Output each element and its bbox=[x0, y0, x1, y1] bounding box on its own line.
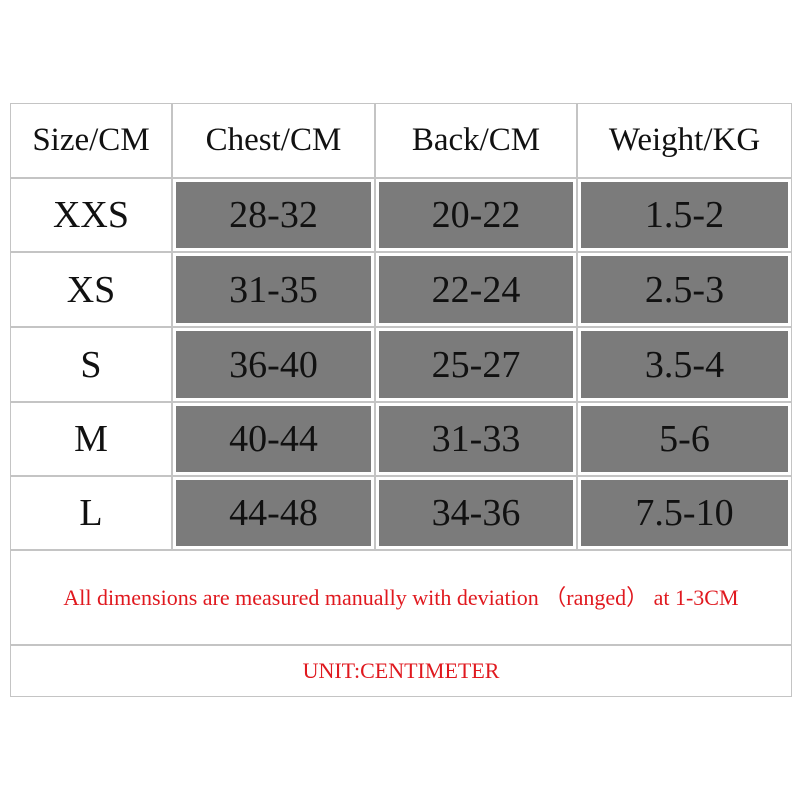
cell-shade bbox=[379, 480, 573, 546]
header-cell: Weight/KG bbox=[577, 103, 792, 178]
value-cell-text: 3.5-4 bbox=[644, 343, 725, 386]
value-cell-text: 34-36 bbox=[431, 492, 521, 534]
header-cell: Chest/CM bbox=[172, 103, 375, 178]
size-cell: L bbox=[10, 476, 172, 550]
note-cell: All dimensions are measured manually wit… bbox=[10, 550, 792, 645]
header-cell-text: Chest/CM bbox=[205, 122, 342, 158]
value-cell: 2.5-3 bbox=[577, 252, 792, 327]
cell-shade bbox=[176, 406, 371, 472]
cell-shade bbox=[379, 256, 573, 323]
size-cell: XS bbox=[10, 252, 172, 327]
cell-shade bbox=[176, 182, 371, 248]
value-cell-text: 40-44 bbox=[229, 418, 318, 460]
cell-shade bbox=[581, 406, 788, 472]
value-cell-text: 20-22 bbox=[431, 194, 521, 236]
cell-shade bbox=[379, 182, 573, 248]
value-cell-text: 25-27 bbox=[431, 343, 521, 386]
size-cell: XXS bbox=[10, 178, 172, 252]
value-cell: 28-32 bbox=[172, 178, 375, 252]
cell-shade bbox=[379, 331, 573, 398]
value-cell: 5-6 bbox=[577, 402, 792, 476]
cell-shade bbox=[379, 406, 573, 472]
header-cell-text: Size/CM bbox=[32, 122, 150, 158]
cell-shade bbox=[581, 331, 788, 398]
value-cell: 36-40 bbox=[172, 327, 375, 402]
value-cell: 22-24 bbox=[375, 252, 577, 327]
value-cell-text: 7.5-10 bbox=[635, 492, 734, 534]
value-cell-text: 28-32 bbox=[229, 194, 318, 236]
size-cell-text: S bbox=[80, 343, 102, 386]
value-cell: 31-33 bbox=[375, 402, 577, 476]
size-cell: M bbox=[10, 402, 172, 476]
value-cell-text: 1.5-2 bbox=[644, 194, 725, 236]
size-cell: S bbox=[10, 327, 172, 402]
value-cell: 25-27 bbox=[375, 327, 577, 402]
cell-shade bbox=[176, 256, 371, 323]
value-cell: 40-44 bbox=[172, 402, 375, 476]
value-cell-text: 44-48 bbox=[229, 492, 318, 534]
value-cell-text: 31-33 bbox=[431, 418, 521, 460]
value-cell: 31-35 bbox=[172, 252, 375, 327]
cell-shade bbox=[176, 331, 371, 398]
unit-cell: UNIT:CENTIMETER bbox=[10, 645, 792, 697]
size-cell-text: XXS bbox=[52, 194, 130, 236]
cell-shade bbox=[581, 182, 788, 248]
value-cell: 44-48 bbox=[172, 476, 375, 550]
value-cell: 7.5-10 bbox=[577, 476, 792, 550]
header-cell: Back/CM bbox=[375, 103, 577, 178]
value-cell: 1.5-2 bbox=[577, 178, 792, 252]
cell-shade bbox=[176, 480, 371, 546]
value-cell-text: 22-24 bbox=[431, 268, 521, 311]
value-cell-text: 2.5-3 bbox=[644, 268, 725, 311]
value-cell-text: 5-6 bbox=[659, 418, 710, 460]
header-cell-text: Back/CM bbox=[411, 122, 541, 158]
value-cell-text: 36-40 bbox=[229, 343, 318, 386]
size-cell-text: L bbox=[79, 492, 103, 534]
cell-shade bbox=[581, 480, 788, 546]
size-cell-text: M bbox=[74, 418, 108, 460]
value-cell-text: 31-35 bbox=[229, 268, 318, 311]
value-cell: 3.5-4 bbox=[577, 327, 792, 402]
size-cell-text: XS bbox=[66, 268, 116, 311]
header-cell: Size/CM bbox=[10, 103, 172, 178]
cell-shade bbox=[581, 256, 788, 323]
value-cell: 20-22 bbox=[375, 178, 577, 252]
unit-cell-text: UNIT:CENTIMETER bbox=[302, 658, 500, 683]
value-cell: 34-36 bbox=[375, 476, 577, 550]
header-cell-text: Weight/KG bbox=[608, 122, 761, 158]
note-cell-text: All dimensions are measured manually wit… bbox=[63, 584, 739, 610]
